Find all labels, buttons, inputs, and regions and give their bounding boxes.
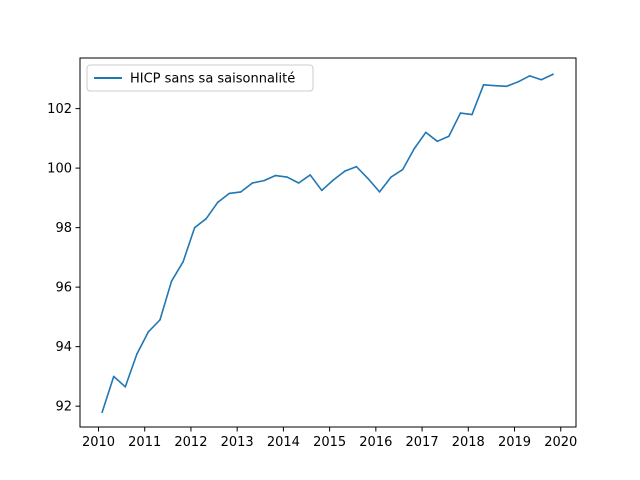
data-point [494,84,496,87]
data-point [344,170,346,172]
data-point [505,85,508,88]
plot-area [80,58,576,427]
y-tick-label: 100 [47,162,72,177]
data-point [112,375,115,378]
x-axis: 2010 2011 2012 2013 2014 2015 2016 2017 2018 2019… [82,427,577,450]
data-point [101,411,103,413]
x-tick-label: 2015 [313,435,346,450]
data-point [136,353,138,355]
data-point [309,174,312,176]
data-point [378,191,381,193]
data-point [424,131,427,134]
data-point [286,176,288,178]
data-point [263,179,265,182]
x-tick-label: 2014 [267,435,300,450]
x-tick-label: 2019 [498,435,531,450]
legend-box [86,64,314,92]
data-point [355,165,358,168]
x-tick-label: 2013 [221,435,254,450]
data-point [482,83,485,86]
y-tick-label: 94 [55,340,72,355]
data-point [436,140,439,143]
data-point [413,147,416,150]
data-point [448,135,450,138]
data-point [159,319,161,321]
data-point [471,113,473,116]
legend: HICP sans sa saisonnalité [86,64,314,92]
data-point [170,280,173,282]
data-point [320,189,323,192]
x-tick-label: 2012 [174,435,207,450]
data-point [390,176,392,178]
y-tick-label: 102 [47,102,72,117]
data-point [193,226,196,229]
data-point [228,192,231,195]
x-tick-label: 2017 [406,435,439,450]
data-point [367,177,369,180]
x-tick-label: 2018 [452,435,485,450]
data-point [205,217,207,220]
data-point [297,182,300,184]
x-tick-label: 2016 [359,435,392,450]
y-tick-label: 96 [55,281,72,296]
data-point [459,112,462,114]
data-point [332,179,335,181]
series-layer [101,73,554,414]
data-point [517,81,520,83]
y-tick-label: 98 [55,221,72,236]
x-tick-label: 2011 [128,435,161,450]
legend-label: HICP sans sa saisonnalité [130,72,295,87]
data-point [274,174,277,177]
data-point [528,75,531,77]
series-line-0 [101,73,554,414]
data-point [124,386,127,388]
data-point [540,78,543,81]
x-tick-label: 2010 [82,435,115,450]
data-point [251,182,254,184]
data-point [147,330,150,333]
y-axis: 92 94 96 98 100 102 [47,102,80,415]
x-tick-label: 2020 [544,435,577,450]
data-point [240,191,242,193]
y-tick-label: 92 [55,400,72,415]
data-point [552,73,554,76]
data-point [182,261,184,263]
plot-frame [79,57,577,428]
data-point [401,168,404,171]
data-point [216,201,219,204]
